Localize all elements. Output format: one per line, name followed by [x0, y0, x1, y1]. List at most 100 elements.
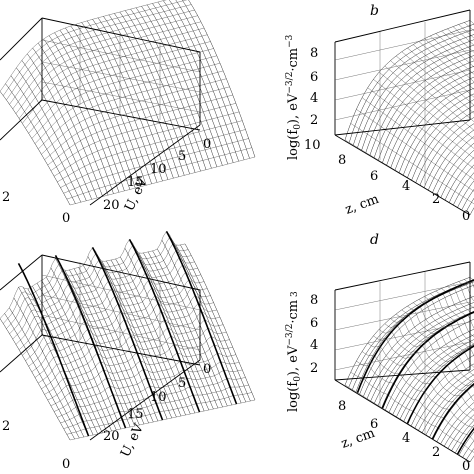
panel-a-mesh-u-line	[65, 27, 136, 189]
panel-d-mesh-u-line	[422, 374, 474, 433]
panel-b-mesh-v-line	[424, 38, 474, 83]
panel-b-mesh-u-line	[353, 29, 474, 146]
panel-a-mesh-v-line	[41, 78, 227, 155]
panel-b-frame-grid	[334, 49, 471, 81]
panel-a-mesh-u-line	[10, 75, 82, 203]
panel-a-mesh-u-line	[108, 14, 180, 177]
panel-d-mesh-u-line	[432, 384, 474, 440]
panel-b-mesh-v-line	[469, 20, 474, 25]
panel-a-u-tick-15: 15	[127, 175, 144, 190]
panel-d-frame-grid	[334, 281, 471, 311]
panel-d-ridge-line	[356, 279, 474, 393]
panel-a-mesh-u-line	[97, 17, 169, 180]
panel-b-mesh-u-line	[440, 149, 474, 198]
panel-c-frame-edge	[0, 254, 43, 291]
panel-b-mesh-v-line	[384, 65, 474, 140]
panel-d-ztick-2: 2	[310, 361, 318, 376]
panel-d: d 8 6 4 2 8 6 4 2 0 z, cm log(f0), eV−3/…	[285, 232, 474, 474]
panel-b-xtick-8: 8	[338, 153, 346, 168]
panel-b-xtick-4: 4	[402, 179, 410, 194]
panel-a-mesh-v-line	[12, 15, 198, 110]
panel-c-frame-edge	[0, 334, 43, 373]
panel-d-mesh-u-line	[370, 306, 474, 401]
panel-a-mesh-v-line	[0, 0, 167, 92]
panel-b-z-axis-label: z, cm	[343, 192, 381, 218]
panel-b-ztick-4: 4	[310, 91, 318, 106]
panel-b-xtick-2: 2	[432, 192, 440, 207]
panel-b-ztick-6: 6	[310, 70, 318, 85]
panel-a-mesh-v-line	[22, 34, 208, 124]
panel-d-ztick-4: 4	[310, 338, 318, 353]
panel-d-mesh-v-line	[441, 288, 474, 314]
panel-b-xtick-0: 0	[462, 209, 470, 224]
panel-d-frame-edge	[334, 379, 471, 463]
panel-c-frame-edge	[41, 254, 201, 291]
panel-b-frame-edge	[334, 119, 471, 136]
panel-b-mesh-v-line	[356, 109, 474, 192]
panel-a-mesh-v-line	[44, 86, 230, 160]
panel-d-mesh-v-line	[430, 293, 474, 329]
panel-d-mesh-u-line	[451, 420, 474, 451]
panel-c-ridge-line	[17, 263, 90, 437]
panel-a-mesh-u-line	[76, 24, 147, 186]
panel-c-mesh-u-line	[27, 288, 99, 435]
panel-b-mesh-v-line	[350, 123, 474, 205]
panel-d-logf-axis-label: log(f0), eV−3/2·cm 3	[285, 291, 303, 412]
panel-c-ridge-line	[54, 255, 127, 429]
panel-b-mesh-u-line	[411, 105, 474, 181]
panel-b-xtick-6: 6	[370, 169, 378, 184]
panel-b-box-frame	[334, 9, 471, 216]
panel-a-mesh-u-line	[54, 32, 125, 191]
panel-a-mesh-v-line	[50, 103, 236, 171]
panel-c-mesh-u-line	[9, 307, 80, 439]
panel-a-frame-edge	[0, 99, 43, 141]
panel-b-mesh-u-line	[378, 60, 474, 161]
panel-d-z-axis-label: z, cm	[339, 426, 377, 452]
panel-d-mesh-v-line	[435, 290, 474, 316]
panel-b-mesh-v-line	[447, 28, 474, 53]
panel-a-frame-edge	[41, 99, 201, 131]
panel-d-mesh-v-line	[418, 299, 474, 344]
panel-c-mesh-u-line	[22, 287, 94, 436]
panel-c-u-tick-10: 10	[150, 390, 167, 405]
panel-c-u-tick-20: 20	[103, 429, 120, 444]
panel-b-mesh-v-line	[413, 44, 474, 98]
panel-a-box-frame	[0, 17, 201, 206]
panel-d-mesh-v-line	[424, 296, 474, 338]
panel-b-mesh-v-line	[395, 55, 474, 122]
panel-b-mesh-u-line	[423, 123, 474, 188]
panel-c-left-tick-2: 2	[2, 419, 10, 434]
panel-c-u-tick-0: 0	[203, 362, 211, 377]
panel-a-mesh-v-line	[47, 94, 233, 166]
panel-d-frame-grid	[334, 321, 471, 351]
panel-d-mesh-u-line	[418, 369, 474, 431]
panel-c-box-frame	[0, 254, 201, 441]
panel-b-ztick-2: 2	[310, 113, 318, 128]
panel-a-frame-edge	[89, 124, 201, 206]
panel-a: 0 5 10 15 20 U, eV 2 0	[0, 0, 256, 226]
panel-a-mesh-u-line	[114, 13, 185, 176]
panel-c-mesh-u-line	[18, 287, 89, 437]
panel-a-mesh-u-line	[0, 91, 71, 206]
panel-b: b 8 6 4 2 10 8 6 4 2 0 z, cm log(f0), eV…	[285, 3, 474, 224]
panel-d-mesh-u-line	[440, 402, 474, 445]
panel-d-mesh-v-line	[447, 285, 474, 309]
panel-d-mesh-u-line	[436, 394, 474, 442]
panel-a-frame-grid	[41, 61, 201, 93]
panel-d-ridge-line	[381, 311, 474, 409]
panel-b-mesh-u-line	[390, 76, 474, 168]
panel-a-frame-edge	[0, 17, 43, 61]
panel-b-logf-axis-label: log(f0), eV−3/2·cm−3	[285, 34, 303, 160]
panel-a-left-tick-2: 2	[2, 190, 10, 205]
panel-d-mesh-u-line	[414, 363, 474, 429]
panel-b-mesh-v-line	[361, 97, 474, 180]
panel-b-mesh-v-line	[435, 33, 474, 68]
panel-a-mesh-v-line	[6, 4, 192, 101]
panel-d-frame-grid	[334, 341, 471, 371]
panel-c-ridge-line	[165, 231, 238, 405]
panel-a-mesh-v-line	[54, 111, 240, 177]
panel-a-frame-grid	[41, 39, 201, 73]
panel-b-mesh-v-line	[373, 79, 474, 159]
panel-d-xtick-6: 6	[370, 417, 378, 432]
